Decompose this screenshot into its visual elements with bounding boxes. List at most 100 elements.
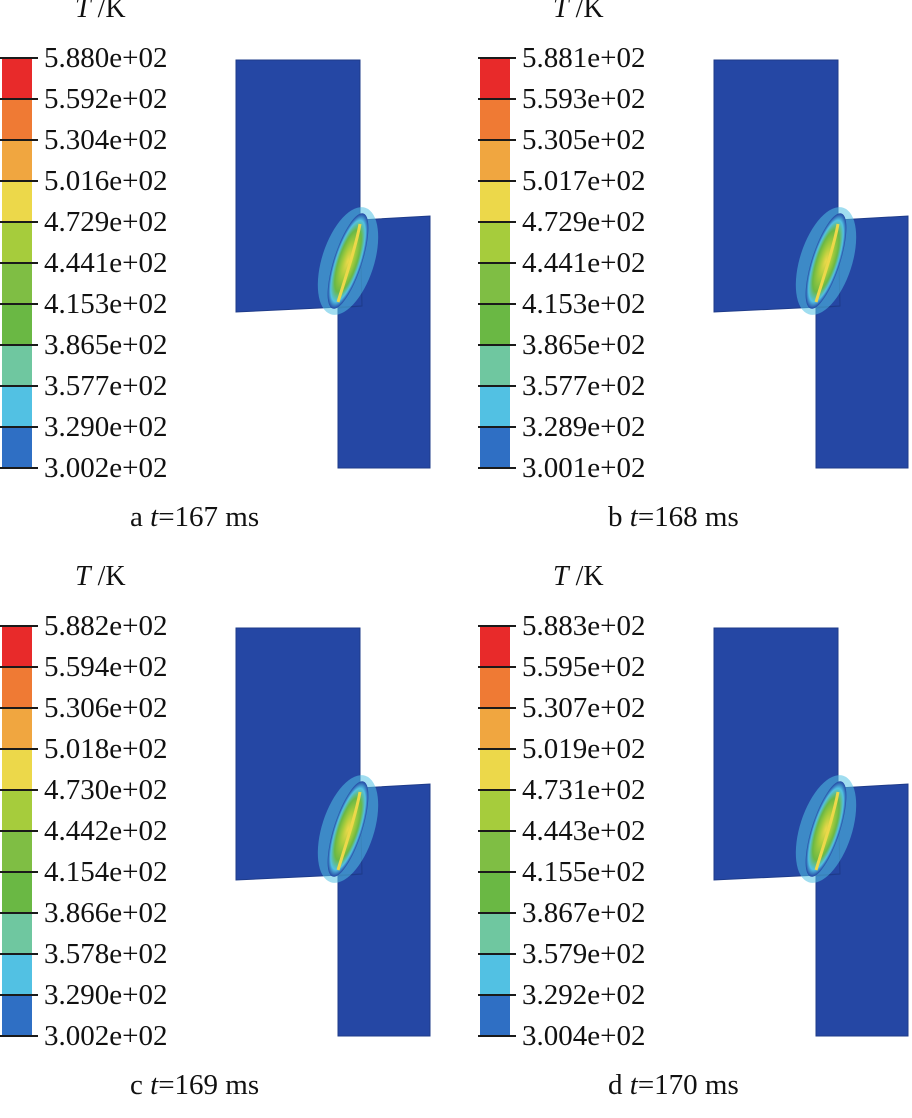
time-symbol: t — [150, 1069, 159, 1101]
colorbar-segment — [2, 667, 32, 708]
unit-symbol: T — [75, 561, 91, 592]
unit-suffix: /K — [568, 0, 604, 24]
colorbar-segment — [480, 749, 510, 790]
colorbar-tick-label: 4.730e+02 — [44, 774, 168, 806]
colorbar-tick-label: 4.153e+02 — [44, 288, 168, 320]
time-symbol: t — [629, 1069, 638, 1101]
panel-letter: b — [608, 501, 623, 533]
colorbar-tick-label: 3.289e+02 — [522, 411, 646, 443]
colorbar-segment — [480, 345, 510, 386]
colorbar-tick-label: 4.729e+02 — [522, 206, 646, 238]
colorbar-tick-label: 5.018e+02 — [44, 733, 168, 765]
colorbar-tick — [478, 789, 516, 791]
colorbar-tick — [0, 748, 38, 750]
colorbar-tick — [478, 953, 516, 955]
colorbar — [2, 626, 32, 1036]
colorbar-tick — [478, 625, 516, 627]
colorbar-tick-label: 3.002e+02 — [44, 1020, 168, 1052]
colorbar-segment — [480, 708, 510, 749]
colorbar-tick — [0, 180, 38, 182]
colorbar-tick-label: 5.882e+02 — [44, 610, 168, 642]
colorbar-segment — [2, 181, 32, 222]
fem-temperature-contour — [235, 59, 431, 469]
colorbar-segment — [480, 99, 510, 140]
unit-symbol: T — [553, 0, 569, 24]
colorbar-segment — [2, 790, 32, 831]
colorbar-tick — [478, 180, 516, 182]
unit-suffix: /K — [568, 561, 604, 592]
colorbar-tick-label: 3.867e+02 — [522, 897, 646, 929]
colorbar-segment — [2, 872, 32, 913]
colorbar-tick — [0, 1035, 38, 1037]
colorbar — [480, 58, 510, 468]
colorbar-tick-label: 3.577e+02 — [44, 370, 168, 402]
colorbar-tick — [0, 98, 38, 100]
colorbar-tick — [478, 912, 516, 914]
colorbar — [2, 58, 32, 468]
lower-block — [815, 215, 909, 469]
colorbar-tick — [478, 994, 516, 996]
time-symbol: t — [150, 501, 159, 533]
colorbar-tick — [0, 625, 38, 627]
unit-symbol: T — [75, 0, 91, 24]
colorbar-segment — [2, 913, 32, 954]
colorbar-tick-label: 5.881e+02 — [522, 42, 646, 74]
panel-caption: a t=167 ms — [130, 500, 259, 534]
colorbar-tick — [0, 303, 38, 305]
panel-c: T /K 5.882e+02 5.594e+02 5.306e+02 5.018e+02… — [0, 561, 456, 1118]
colorbar-segment — [2, 222, 32, 263]
panel-letter: d — [608, 1069, 623, 1101]
colorbar-segment — [480, 831, 510, 872]
colorbar — [480, 626, 510, 1036]
colorbar-segment — [480, 872, 510, 913]
colorbar-tick — [478, 666, 516, 668]
colorbar-tick — [0, 953, 38, 955]
colorbar-tick — [0, 707, 38, 709]
colorbar-segment — [480, 58, 510, 99]
panel-b: T /K 5.881e+02 5.593e+02 5.305e+02 5.017e+02… — [478, 0, 912, 550]
colorbar-tick — [478, 139, 516, 141]
colorbar-tick-label: 4.729e+02 — [44, 206, 168, 238]
colorbar-tick-label: 5.880e+02 — [44, 42, 168, 74]
colorbar-tick — [478, 262, 516, 264]
colorbar-tick — [478, 748, 516, 750]
colorbar-tick — [0, 221, 38, 223]
colorbar-tick-label: 5.306e+02 — [44, 692, 168, 724]
colorbar-tick — [0, 385, 38, 387]
panel-a: T /K 5.880e+02 5.592e+02 5.304e+02 5.016e+02… — [0, 0, 456, 550]
colorbar-tick — [0, 139, 38, 141]
colorbar-segment — [2, 304, 32, 345]
panel-caption: b t=168 ms — [608, 500, 739, 534]
colorbar-tick-label: 3.866e+02 — [44, 897, 168, 929]
colorbar-tick-label: 3.577e+02 — [522, 370, 646, 402]
colorbar-tick — [478, 303, 516, 305]
colorbar-segment — [480, 667, 510, 708]
panel-letter: a — [130, 501, 143, 533]
panel-caption: d t=170 ms — [608, 1068, 739, 1102]
shear-band-core — [814, 223, 840, 303]
colorbar-segment — [2, 99, 32, 140]
colorbar-tick — [478, 426, 516, 428]
colorbar-segment — [480, 140, 510, 181]
colorbar-segment — [480, 386, 510, 427]
colorbar-tick-label: 5.307e+02 — [522, 692, 646, 724]
colorbar-tick — [0, 666, 38, 668]
colorbar-tick-label: 3.292e+02 — [522, 979, 646, 1011]
colorbar-tick — [478, 385, 516, 387]
colorbar-tick-label: 5.594e+02 — [44, 651, 168, 683]
colorbar-segment — [480, 790, 510, 831]
colorbar-segment — [480, 304, 510, 345]
colorbar-tick-label: 4.155e+02 — [522, 856, 646, 888]
colorbar-tick — [0, 426, 38, 428]
colorbar-tick-label: 4.154e+02 — [44, 856, 168, 888]
colorbar-tick-label: 5.883e+02 — [522, 610, 646, 642]
colorbar-segment — [480, 913, 510, 954]
colorbar-tick — [478, 1035, 516, 1037]
lower-block — [337, 215, 431, 469]
colorbar-segment — [480, 626, 510, 667]
colorbar-tick — [0, 912, 38, 914]
time-value: =169 ms — [158, 1069, 260, 1101]
colorbar-segment — [2, 831, 32, 872]
colorbar-segment — [480, 263, 510, 304]
fem-temperature-contour — [713, 59, 909, 469]
